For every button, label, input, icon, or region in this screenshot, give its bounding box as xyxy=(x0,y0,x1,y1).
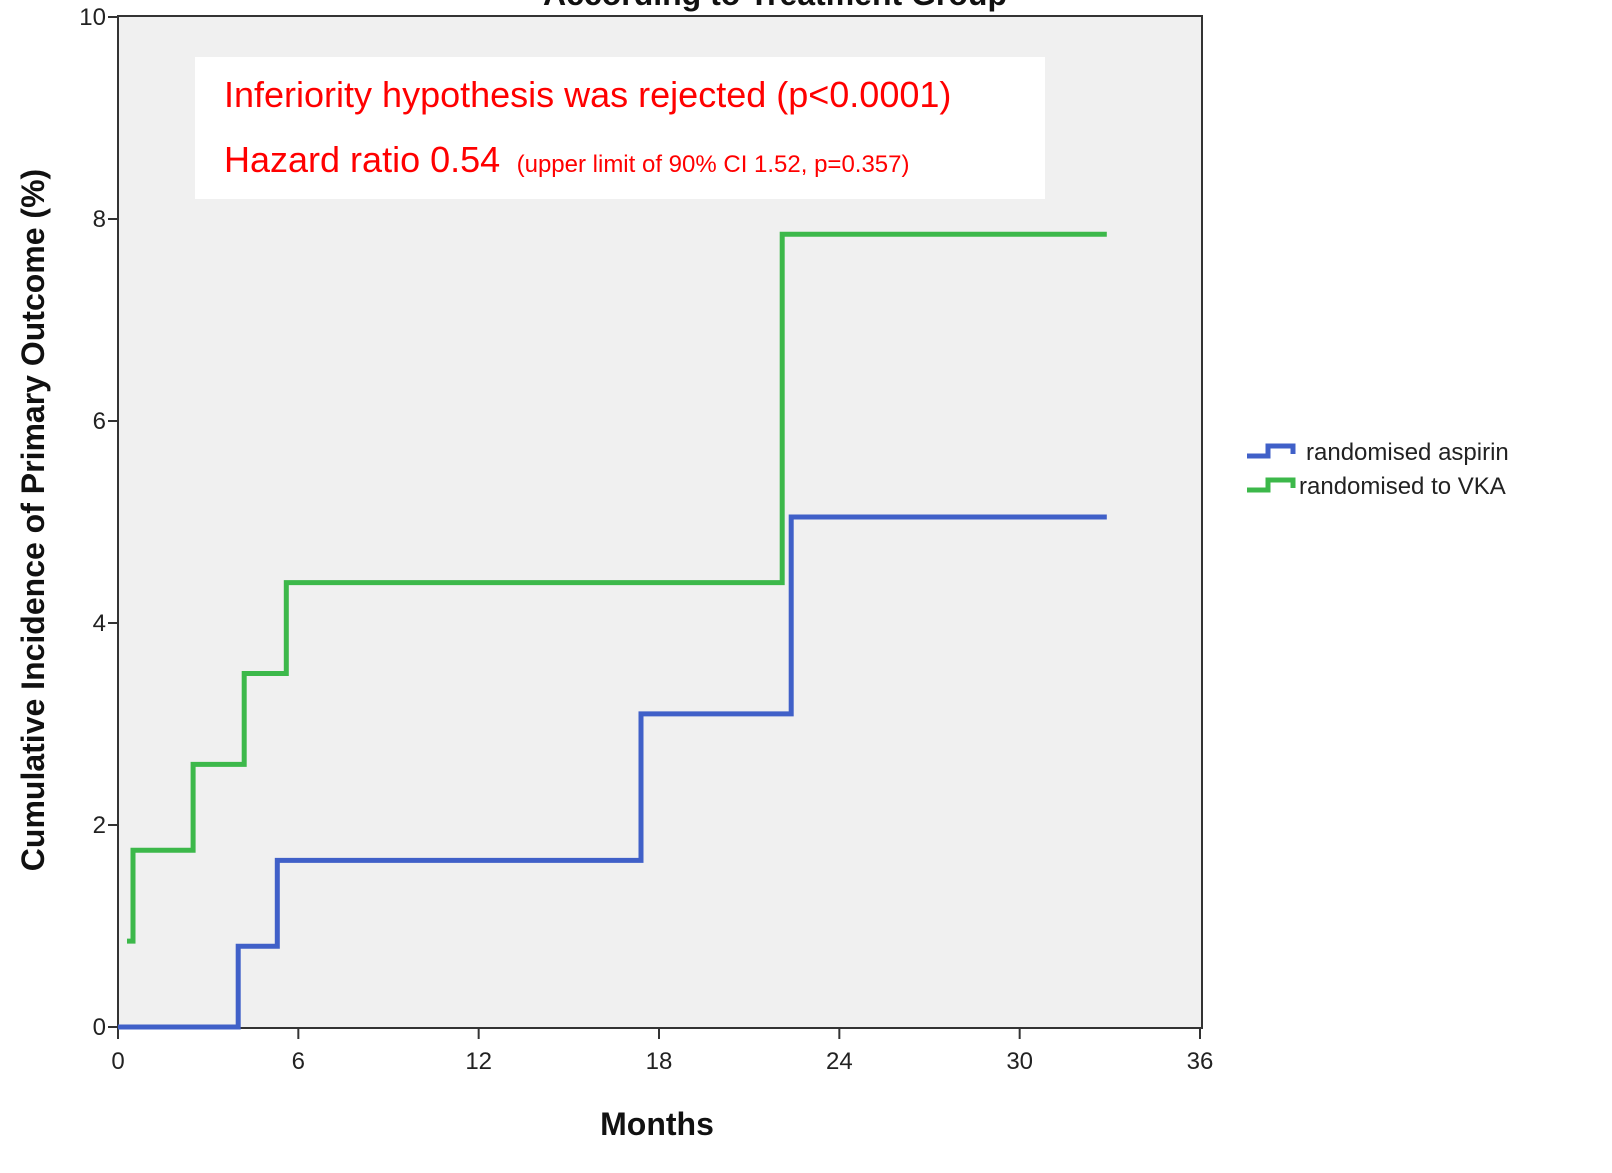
annotation-hazard-ratio: Hazard ratio 0.54 xyxy=(224,139,500,180)
y-tick-label: 4 xyxy=(93,610,106,637)
chart-title: According to Treatment Group xyxy=(543,0,1007,12)
y-tick-label: 10 xyxy=(79,4,106,31)
x-tick-label: 18 xyxy=(646,1048,673,1075)
legend-label: randomised aspirin xyxy=(1306,439,1509,466)
series-layer xyxy=(118,231,1107,1030)
legend-swatch xyxy=(1247,477,1296,493)
legend-swatch xyxy=(1247,443,1296,459)
legend-label: randomised to VKA xyxy=(1299,473,1506,500)
x-tick-label: 24 xyxy=(826,1048,853,1075)
y-tick-label: 0 xyxy=(93,1014,106,1041)
annotation-box xyxy=(195,57,1045,199)
x-tick-label: 0 xyxy=(111,1048,124,1075)
x-tick-label: 30 xyxy=(1006,1048,1033,1075)
y-axis-title: Cumulative Incidence of Primary Outcome … xyxy=(15,169,51,871)
annotation-line-2: Hazard ratio 0.54 (upper limit of 90% CI… xyxy=(224,139,910,180)
annotation-line-1: Inferiority hypothesis was rejected (p<0… xyxy=(224,74,951,115)
x-tick-label: 6 xyxy=(292,1048,305,1075)
y-tick-label: 2 xyxy=(93,812,106,839)
x-tick-label: 36 xyxy=(1187,1048,1214,1075)
x-tick-label: 12 xyxy=(465,1048,492,1075)
y-tick-label: 6 xyxy=(93,408,106,435)
x-axis-title: Months xyxy=(600,1106,714,1142)
legend: randomised aspirin randomised to VKA xyxy=(1247,439,1509,500)
series-line-2 xyxy=(127,231,1107,944)
y-tick-label: 8 xyxy=(93,206,106,233)
annotation-ci-detail: (upper limit of 90% CI 1.52, p=0.357) xyxy=(517,151,910,178)
series-line-1 xyxy=(118,514,1107,1030)
